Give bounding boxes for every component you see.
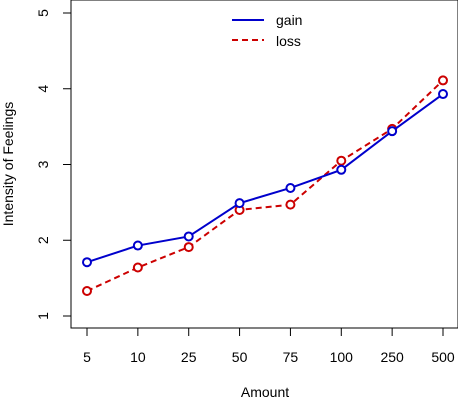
x-axis: 5 10 25 50 75 100 250 500 [83,327,455,365]
point-loss-10 [132,262,143,273]
point-loss-5 [82,286,92,297]
point-gain-5 [82,257,92,268]
point-gain-10 [132,240,143,251]
x-tick-label-50: 50 [232,349,248,365]
point-gain-250 [387,126,398,137]
series-line-loss [86,79,444,292]
x-tick-label-25: 25 [181,349,197,365]
point-loss-75 [285,199,296,210]
legend-label-gain: gain [276,12,302,28]
point-gain-500 [438,89,448,100]
series-line-gain [86,93,444,264]
series-layer [82,75,448,297]
x-tick-label-100: 100 [330,349,354,365]
x-tick-label-500: 500 [431,349,455,365]
x-tick-label-75: 75 [283,349,299,365]
x-axis-title: Amount [241,384,289,400]
point-loss-25 [183,242,194,253]
y-tick-label-1: 1 [35,312,51,320]
legend-label-loss: loss [276,33,301,49]
point-gain-75 [285,182,296,193]
legend: gain loss [232,12,302,49]
x-tick-label-5: 5 [83,349,91,365]
point-gain-50 [234,198,245,209]
y-tick-label-5: 5 [35,9,51,17]
y-axis: 1 2 3 4 5 [35,9,72,320]
point-loss-100 [336,155,347,166]
y-axis-title: Intensity of Feelings [0,102,16,227]
x-tick-label-250: 250 [380,349,404,365]
series-loss [82,75,448,297]
y-tick-label-4: 4 [35,85,51,93]
series-gain [82,89,448,268]
point-gain-100 [336,164,347,175]
point-gain-25 [183,231,194,242]
point-loss-500 [438,75,448,86]
y-tick-label-3: 3 [35,160,51,168]
y-tick-label-2: 2 [35,236,51,244]
x-tick-label-10: 10 [130,349,146,365]
